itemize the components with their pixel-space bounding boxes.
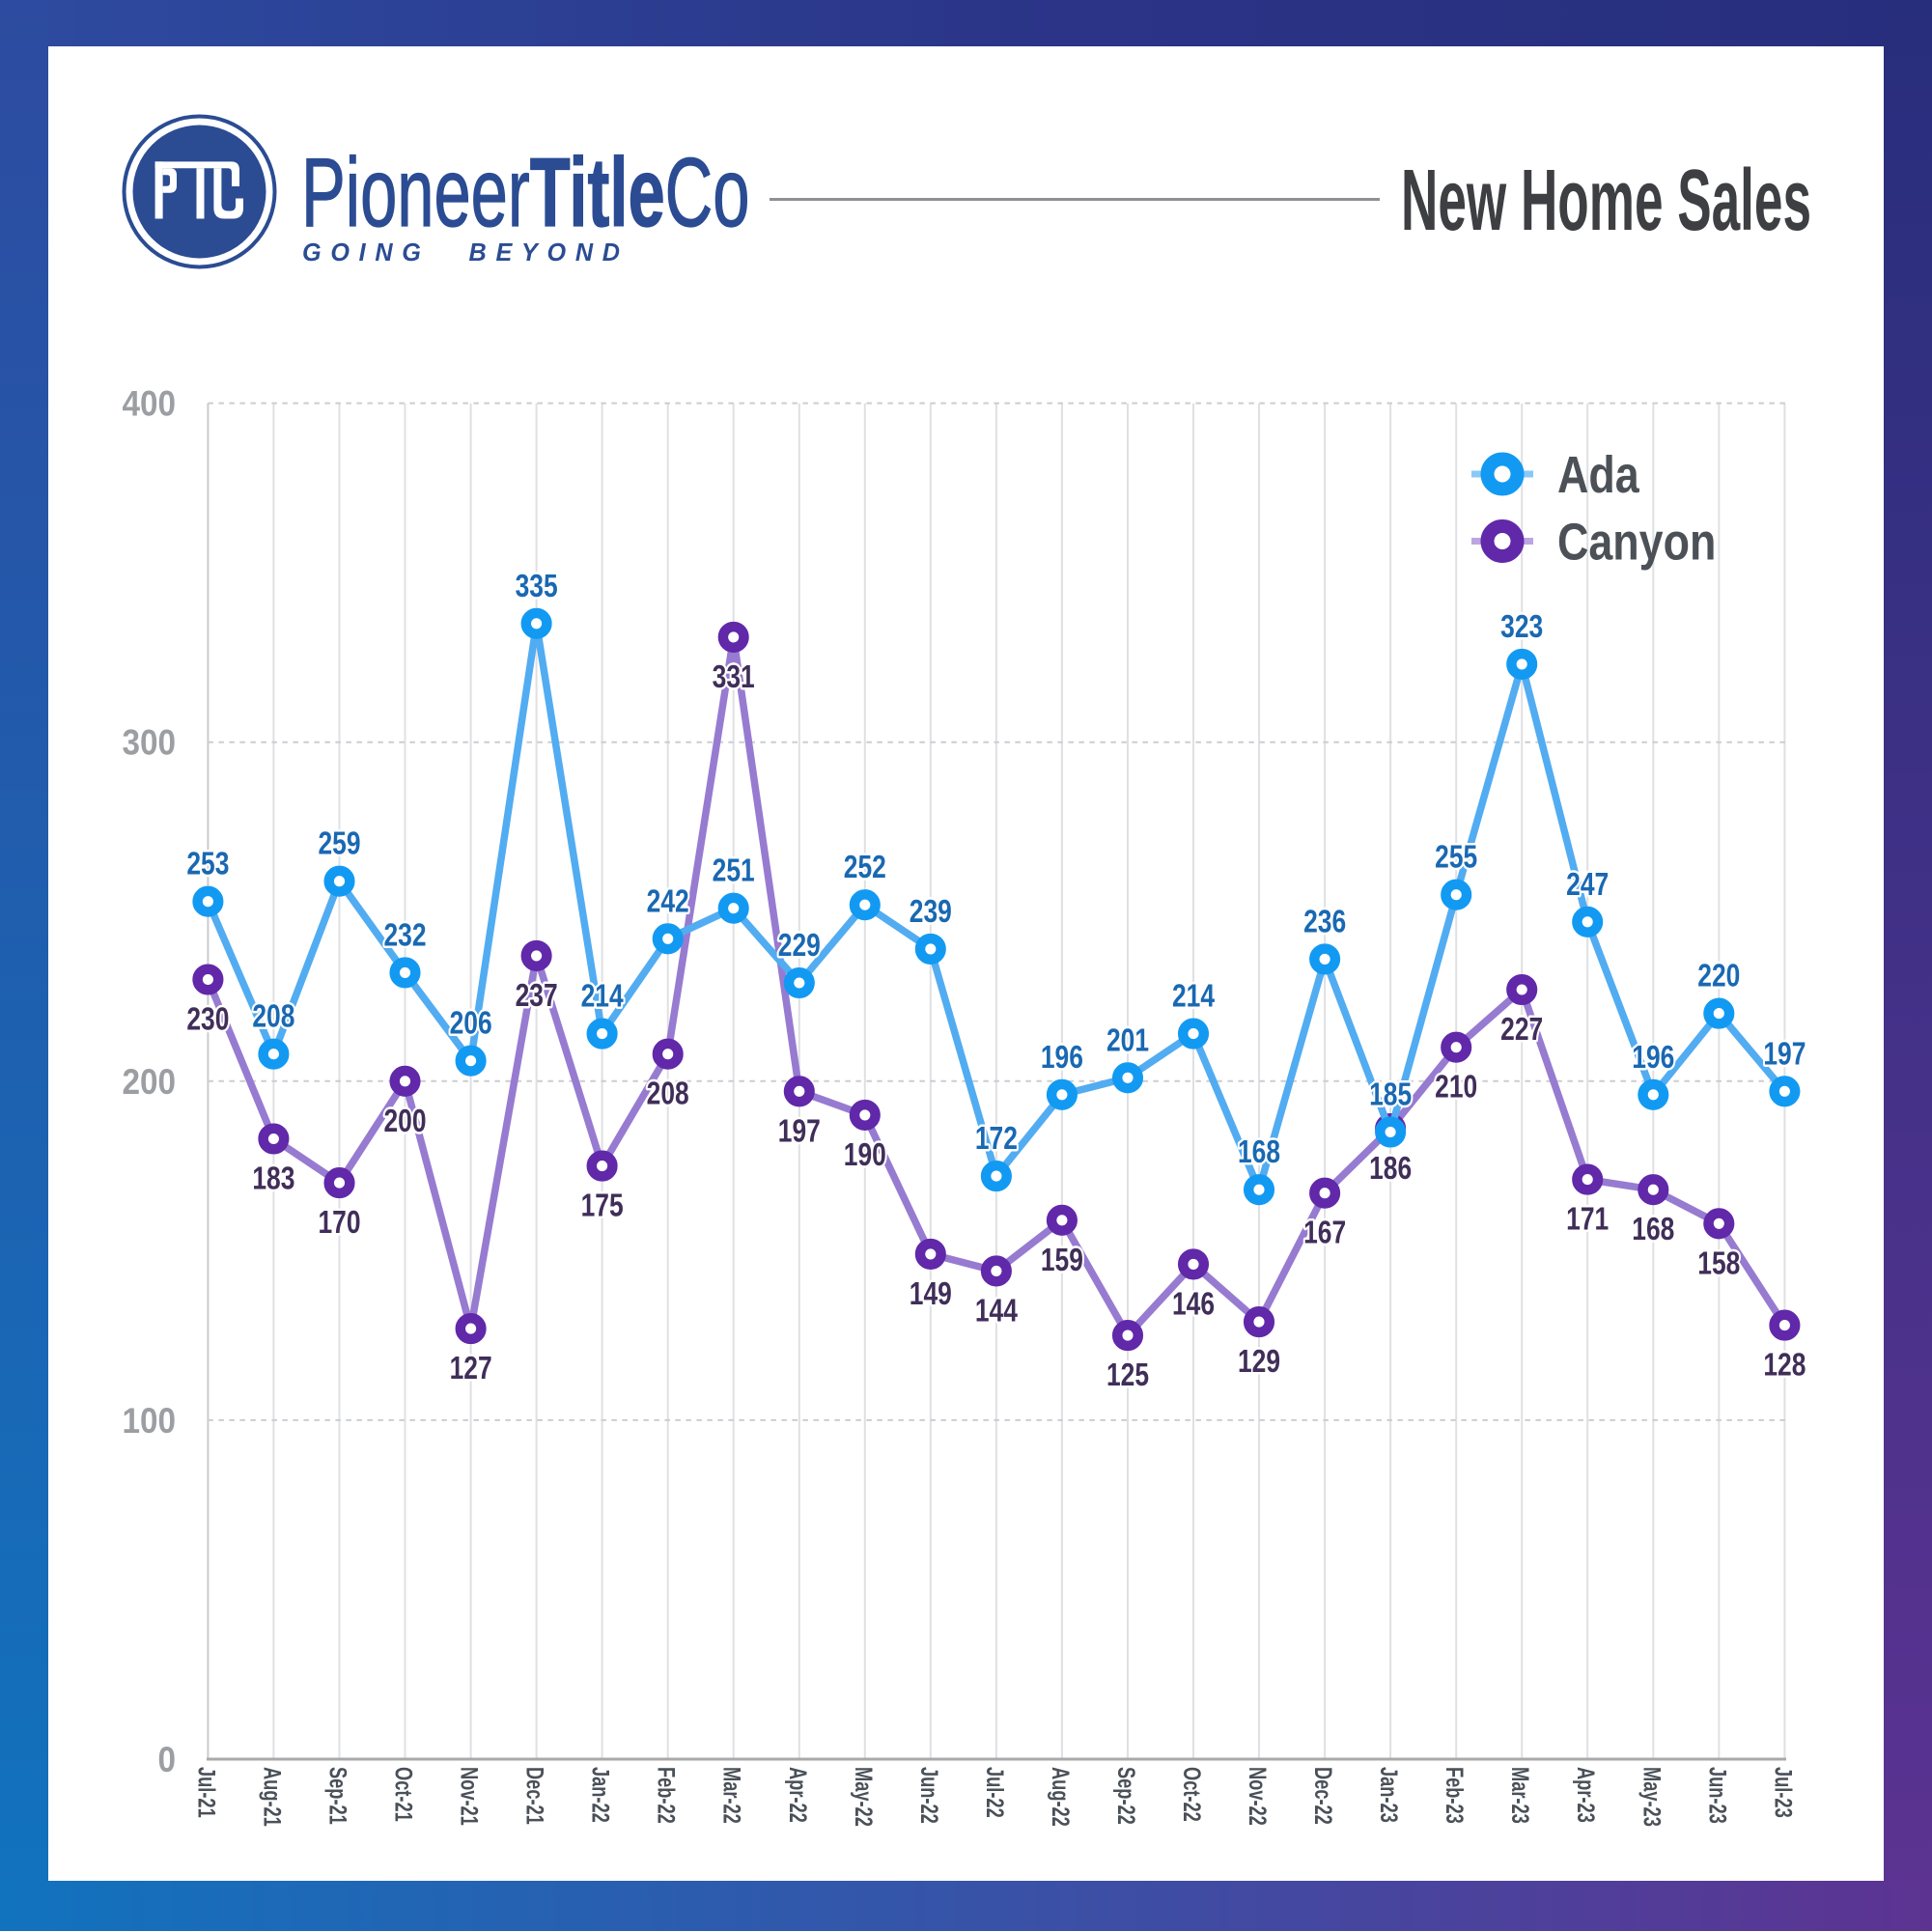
svg-text:170: 170 <box>318 1205 360 1240</box>
svg-text:206: 206 <box>450 1006 492 1041</box>
svg-text:227: 227 <box>1500 1012 1543 1047</box>
svg-text:Jan-23: Jan-23 <box>1375 1767 1403 1823</box>
svg-text:323: 323 <box>1500 609 1543 644</box>
svg-text:Jul-21: Jul-21 <box>193 1767 221 1818</box>
svg-text:400: 400 <box>122 384 176 424</box>
svg-text:197: 197 <box>778 1114 821 1149</box>
svg-text:167: 167 <box>1303 1216 1346 1250</box>
svg-text:127: 127 <box>450 1351 492 1385</box>
svg-text:200: 200 <box>122 1062 176 1102</box>
svg-text:Ada: Ada <box>1557 445 1639 504</box>
svg-text:196: 196 <box>1041 1040 1083 1075</box>
svg-text:183: 183 <box>252 1161 294 1196</box>
svg-text:159: 159 <box>1041 1243 1083 1277</box>
svg-text:168: 168 <box>1632 1212 1674 1246</box>
svg-text:230: 230 <box>186 1002 229 1037</box>
svg-text:232: 232 <box>383 918 426 953</box>
svg-text:335: 335 <box>516 569 558 603</box>
svg-text:229: 229 <box>778 928 821 963</box>
svg-text:Aug-21: Aug-21 <box>259 1767 287 1827</box>
svg-text:171: 171 <box>1566 1202 1609 1237</box>
svg-text:Apr-22: Apr-22 <box>784 1767 812 1823</box>
svg-text:237: 237 <box>516 978 558 1013</box>
svg-text:Mar-23: Mar-23 <box>1506 1767 1534 1824</box>
svg-text:Nov-22: Nov-22 <box>1244 1767 1272 1826</box>
svg-text:Nov-21: Nov-21 <box>456 1767 484 1826</box>
svg-text:220: 220 <box>1697 959 1740 993</box>
svg-text:Jun-22: Jun-22 <box>915 1767 943 1824</box>
svg-text:Jul-23: Jul-23 <box>1770 1767 1798 1818</box>
svg-text:Apr-23: Apr-23 <box>1572 1767 1600 1823</box>
svg-text:214: 214 <box>1172 979 1215 1014</box>
svg-text:252: 252 <box>844 850 886 884</box>
svg-text:149: 149 <box>910 1276 952 1311</box>
svg-text:201: 201 <box>1106 1023 1149 1058</box>
svg-text:100: 100 <box>122 1401 176 1441</box>
svg-text:Dec-22: Dec-22 <box>1309 1767 1337 1825</box>
svg-text:129: 129 <box>1238 1344 1280 1379</box>
svg-text:Canyon: Canyon <box>1557 513 1716 572</box>
svg-text:Jun-23: Jun-23 <box>1704 1767 1732 1824</box>
svg-text:Sep-22: Sep-22 <box>1112 1767 1140 1825</box>
svg-text:242: 242 <box>647 884 689 919</box>
svg-text:236: 236 <box>1303 905 1346 939</box>
svg-text:185: 185 <box>1369 1077 1412 1112</box>
svg-text:253: 253 <box>186 847 229 882</box>
svg-text:210: 210 <box>1435 1070 1477 1105</box>
svg-text:128: 128 <box>1763 1348 1806 1383</box>
svg-text:255: 255 <box>1435 840 1477 875</box>
svg-text:Dec-21: Dec-21 <box>521 1767 549 1825</box>
svg-text:186: 186 <box>1369 1151 1412 1186</box>
svg-text:146: 146 <box>1172 1287 1215 1322</box>
svg-text:196: 196 <box>1632 1040 1674 1075</box>
svg-text:300: 300 <box>122 723 176 763</box>
svg-text:214: 214 <box>581 979 624 1014</box>
svg-text:158: 158 <box>1697 1246 1740 1281</box>
svg-text:May-22: May-22 <box>850 1767 878 1827</box>
svg-text:0: 0 <box>157 1740 176 1779</box>
svg-text:331: 331 <box>713 659 755 694</box>
svg-text:Feb-23: Feb-23 <box>1441 1767 1469 1824</box>
svg-text:Oct-21: Oct-21 <box>390 1767 418 1822</box>
svg-text:Sep-21: Sep-21 <box>324 1767 352 1825</box>
svg-text:Mar-22: Mar-22 <box>718 1767 746 1824</box>
svg-text:190: 190 <box>844 1137 886 1172</box>
svg-text:Jan-22: Jan-22 <box>587 1767 615 1823</box>
svg-text:172: 172 <box>975 1121 1018 1156</box>
svg-text:168: 168 <box>1238 1134 1280 1169</box>
svg-text:247: 247 <box>1566 867 1609 902</box>
svg-text:200: 200 <box>383 1104 426 1138</box>
svg-text:Aug-22: Aug-22 <box>1047 1767 1075 1827</box>
svg-text:175: 175 <box>581 1189 624 1223</box>
svg-text:May-23: May-23 <box>1638 1767 1666 1827</box>
svg-text:Feb-22: Feb-22 <box>653 1767 681 1824</box>
svg-text:Oct-22: Oct-22 <box>1178 1767 1206 1822</box>
svg-text:144: 144 <box>975 1294 1018 1329</box>
svg-text:251: 251 <box>713 854 755 888</box>
svg-text:239: 239 <box>910 894 952 929</box>
svg-text:197: 197 <box>1763 1037 1806 1072</box>
svg-text:Jul-22: Jul-22 <box>981 1767 1009 1818</box>
svg-text:208: 208 <box>252 999 294 1034</box>
svg-text:125: 125 <box>1106 1357 1149 1392</box>
svg-text:208: 208 <box>647 1077 689 1111</box>
svg-text:259: 259 <box>318 826 360 861</box>
